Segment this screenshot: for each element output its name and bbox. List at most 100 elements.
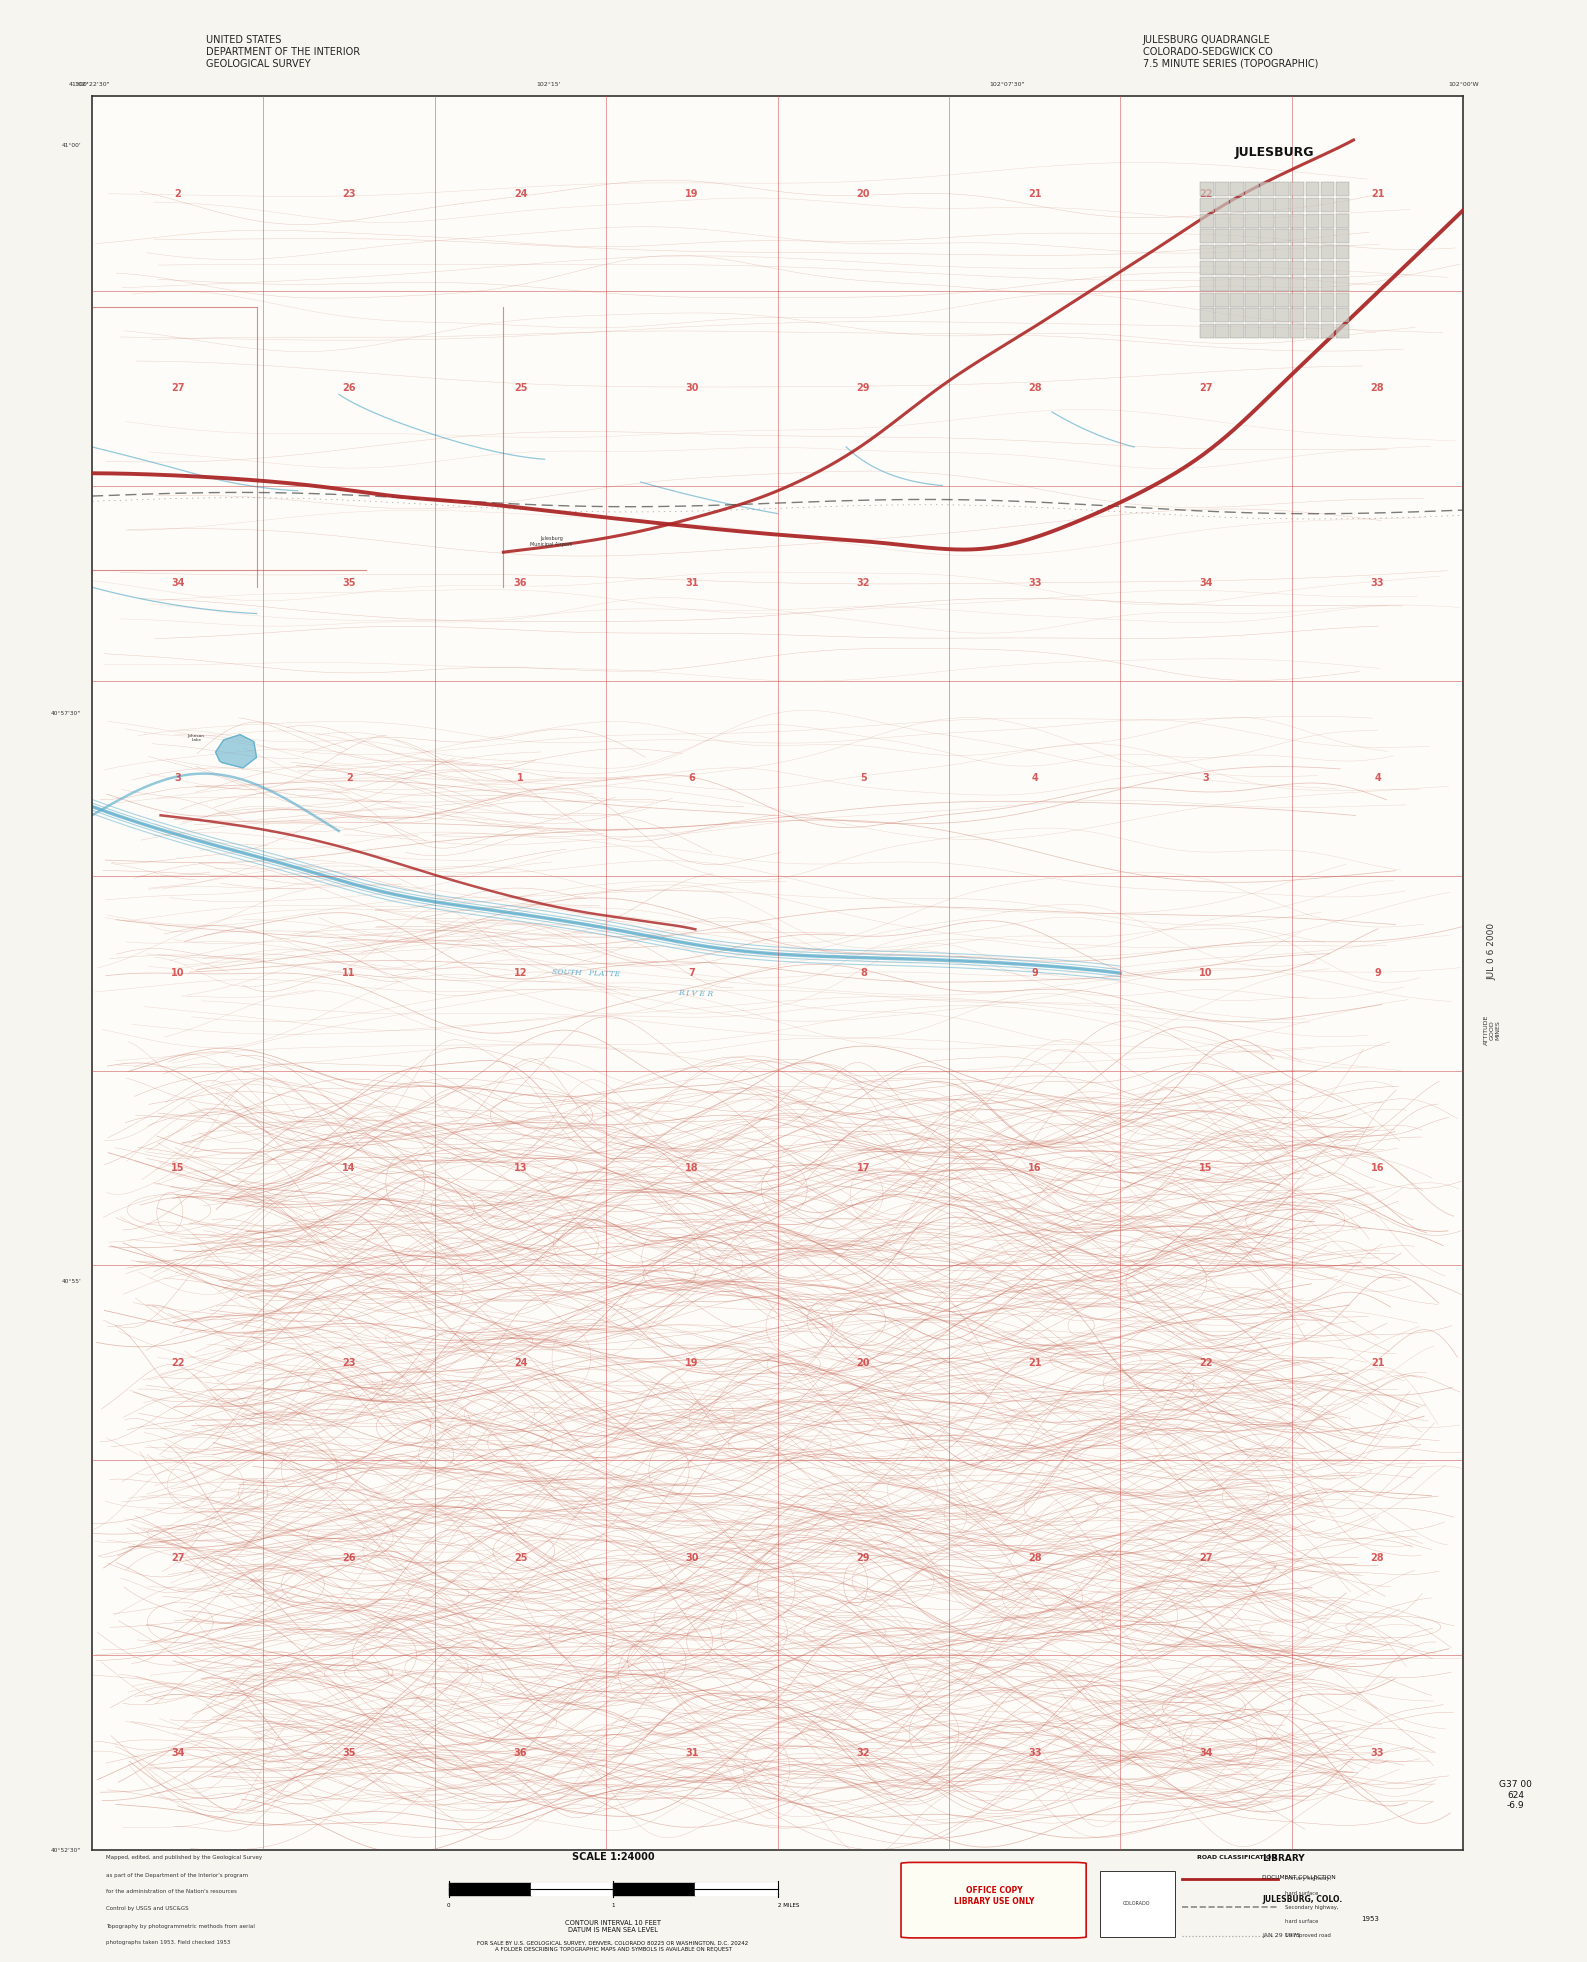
Text: 35: 35 — [343, 579, 355, 589]
Text: 14: 14 — [343, 1163, 355, 1173]
Text: 27: 27 — [171, 383, 184, 394]
Text: 102°07'30": 102°07'30" — [989, 82, 1024, 88]
Bar — [1306, 198, 1319, 212]
Text: 9: 9 — [1032, 967, 1038, 979]
Bar — [1276, 277, 1289, 290]
Polygon shape — [216, 734, 257, 767]
Text: UNITED STATES
DEPARTMENT OF THE INTERIOR
GEOLOGICAL SURVEY: UNITED STATES DEPARTMENT OF THE INTERIOR… — [206, 35, 360, 69]
Bar — [1216, 308, 1228, 322]
Bar — [1290, 182, 1305, 196]
Text: 34: 34 — [1200, 579, 1212, 589]
Text: 29: 29 — [857, 1552, 870, 1564]
Bar — [1200, 277, 1214, 290]
Bar — [1320, 245, 1335, 259]
Bar — [1290, 308, 1305, 322]
Bar — [1276, 292, 1289, 306]
Text: 32: 32 — [857, 579, 870, 589]
Text: 24: 24 — [514, 188, 527, 198]
Bar — [1216, 324, 1228, 337]
Text: COLORADO: COLORADO — [1124, 1901, 1151, 1905]
Bar — [1200, 245, 1214, 259]
Text: 33: 33 — [1371, 579, 1384, 589]
Bar — [1200, 292, 1214, 306]
Text: 6: 6 — [689, 773, 695, 783]
Text: Julesburg
Municipal Airport: Julesburg Municipal Airport — [530, 536, 573, 547]
Text: JUL 0 6 2000: JUL 0 6 2000 — [1487, 922, 1497, 981]
Text: 30: 30 — [686, 1552, 698, 1564]
Bar — [1290, 245, 1305, 259]
Text: 15: 15 — [1200, 1163, 1212, 1173]
Bar — [1200, 308, 1214, 322]
Bar — [1246, 261, 1258, 275]
Text: 2 MILES: 2 MILES — [778, 1903, 798, 1909]
Bar — [1276, 198, 1289, 212]
Bar — [1230, 198, 1244, 212]
Text: 21: 21 — [1371, 1358, 1384, 1368]
Bar — [1276, 182, 1289, 196]
Text: 40°57'30": 40°57'30" — [51, 710, 81, 716]
Bar — [1200, 198, 1214, 212]
Bar — [1336, 198, 1349, 212]
Text: R I V E R: R I V E R — [678, 989, 713, 999]
Text: 1: 1 — [517, 773, 524, 783]
Text: 10: 10 — [1200, 967, 1212, 979]
Text: 21: 21 — [1371, 188, 1384, 198]
Bar — [1276, 245, 1289, 259]
Bar — [1336, 245, 1349, 259]
Bar — [1230, 214, 1244, 228]
Bar — [1306, 230, 1319, 243]
Text: 27: 27 — [171, 1552, 184, 1564]
Text: Johnson
Lake: Johnson Lake — [187, 734, 205, 742]
Bar — [1216, 277, 1228, 290]
Text: 2: 2 — [346, 773, 352, 783]
Bar — [1290, 214, 1305, 228]
Bar — [1216, 214, 1228, 228]
Bar — [1230, 292, 1244, 306]
Bar — [1306, 182, 1319, 196]
Text: 1953: 1953 — [1362, 1917, 1379, 1923]
Bar — [1230, 324, 1244, 337]
Text: 34: 34 — [1200, 1748, 1212, 1758]
Text: 5: 5 — [860, 773, 867, 783]
Bar — [1290, 198, 1305, 212]
Text: JULESBURG, COLO.: JULESBURG, COLO. — [1262, 1895, 1343, 1905]
Text: 22: 22 — [1200, 1358, 1212, 1368]
Text: 0: 0 — [448, 1903, 451, 1909]
Bar — [1246, 324, 1258, 337]
Text: 33: 33 — [1371, 1748, 1384, 1758]
Text: 22: 22 — [171, 1358, 184, 1368]
Bar — [1320, 261, 1335, 275]
Text: Control by USGS and USC&GS: Control by USGS and USC&GS — [106, 1907, 189, 1911]
Text: Primary highway,: Primary highway, — [1285, 1876, 1331, 1882]
Bar — [1260, 261, 1274, 275]
Text: 102°15': 102°15' — [536, 82, 560, 88]
Text: Mapped, edited, and published by the Geological Survey: Mapped, edited, and published by the Geo… — [106, 1856, 262, 1860]
Text: 33: 33 — [1028, 579, 1041, 589]
Text: DOCUMENT COLLECTION: DOCUMENT COLLECTION — [1262, 1874, 1336, 1880]
Bar — [1216, 261, 1228, 275]
Text: 41°00': 41°00' — [62, 143, 81, 147]
Text: 25: 25 — [514, 383, 527, 394]
Bar — [1306, 324, 1319, 337]
Text: 11: 11 — [343, 967, 355, 979]
Text: 35: 35 — [343, 1748, 355, 1758]
Bar — [1216, 292, 1228, 306]
Text: ATTITUDE
GOOD
MINES: ATTITUDE GOOD MINES — [1484, 1014, 1500, 1046]
Text: 10: 10 — [171, 967, 184, 979]
Text: 4: 4 — [1374, 773, 1381, 783]
Bar — [1276, 261, 1289, 275]
Bar — [1290, 261, 1305, 275]
Bar — [1230, 245, 1244, 259]
Text: 29: 29 — [857, 383, 870, 394]
Text: 102°22'30": 102°22'30" — [75, 82, 110, 88]
Bar — [1260, 230, 1274, 243]
Text: 28: 28 — [1371, 383, 1384, 394]
Text: 21: 21 — [1028, 188, 1041, 198]
Text: JULESBURG: JULESBURG — [1235, 145, 1314, 159]
Bar — [1246, 198, 1258, 212]
Text: JAN 29 1975: JAN 29 1975 — [1262, 1933, 1301, 1938]
Text: photographs taken 1953. Field checked 1953: photographs taken 1953. Field checked 19… — [106, 1940, 230, 1944]
Text: G37 00
624
-6.9: G37 00 624 -6.9 — [1500, 1780, 1531, 1811]
Text: 1: 1 — [611, 1903, 614, 1909]
Bar — [1306, 308, 1319, 322]
